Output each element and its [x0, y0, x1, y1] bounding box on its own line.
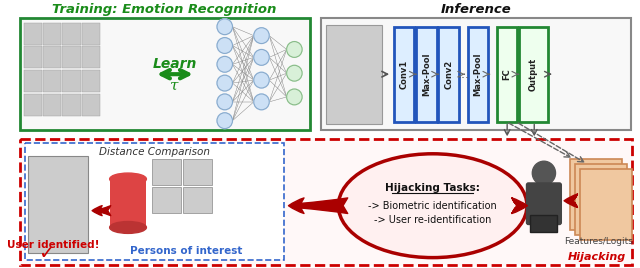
Text: Learn: Learn: [152, 57, 196, 71]
Circle shape: [253, 72, 269, 88]
Ellipse shape: [109, 173, 147, 185]
Circle shape: [532, 161, 556, 185]
Circle shape: [287, 42, 302, 57]
Bar: [82, 70, 100, 92]
Bar: [438, 27, 459, 122]
Bar: [62, 47, 81, 68]
Text: Max-Pool: Max-Pool: [422, 53, 431, 96]
Bar: [531, 215, 557, 232]
Text: Persons of interest: Persons of interest: [130, 246, 243, 256]
Bar: [62, 94, 81, 116]
Bar: [20, 139, 632, 265]
Bar: [24, 143, 284, 260]
Text: Training: Emotion Recognition: Training: Emotion Recognition: [52, 3, 276, 16]
Bar: [109, 179, 147, 228]
Ellipse shape: [109, 222, 147, 233]
Text: Conv2: Conv2: [444, 59, 453, 89]
Circle shape: [217, 19, 232, 35]
Circle shape: [217, 75, 232, 91]
Text: Max-Pool: Max-Pool: [473, 53, 482, 96]
Circle shape: [253, 94, 269, 110]
Bar: [24, 70, 42, 92]
Bar: [62, 70, 81, 92]
Bar: [326, 25, 382, 124]
Bar: [24, 47, 42, 68]
Bar: [82, 23, 100, 44]
Bar: [43, 47, 61, 68]
Circle shape: [287, 89, 302, 105]
Bar: [24, 23, 42, 44]
Bar: [575, 164, 627, 235]
Text: Conv1: Conv1: [399, 59, 409, 89]
Circle shape: [217, 56, 232, 72]
Text: FC: FC: [502, 68, 511, 80]
Bar: [519, 27, 548, 122]
Circle shape: [253, 28, 269, 43]
Bar: [497, 27, 517, 122]
Circle shape: [287, 65, 302, 81]
Bar: [183, 187, 212, 213]
Circle shape: [217, 94, 232, 110]
Bar: [82, 47, 100, 68]
Bar: [82, 94, 100, 116]
Bar: [43, 94, 61, 116]
Text: ...: ...: [457, 68, 469, 81]
Bar: [321, 18, 631, 129]
FancyBboxPatch shape: [527, 183, 561, 225]
Text: User identified!: User identified!: [7, 240, 100, 250]
Bar: [416, 27, 436, 122]
Text: Distance Comparison: Distance Comparison: [99, 147, 210, 157]
Circle shape: [253, 50, 269, 65]
Text: Output: Output: [529, 58, 538, 91]
Text: τ: τ: [170, 79, 179, 93]
Circle shape: [217, 113, 232, 129]
Text: Hijacking Tasks:: Hijacking Tasks:: [385, 183, 480, 193]
Bar: [394, 27, 414, 122]
Bar: [62, 23, 81, 44]
Circle shape: [217, 38, 232, 53]
Bar: [24, 94, 42, 116]
Bar: [28, 156, 88, 253]
Bar: [580, 169, 632, 240]
Bar: [152, 187, 181, 213]
Text: Features/Logits: Features/Logits: [564, 237, 632, 246]
Bar: [570, 159, 622, 230]
Text: Inference: Inference: [441, 3, 511, 16]
Text: Hijacking: Hijacking: [568, 252, 626, 262]
Text: -> Biometric identification: -> Biometric identification: [368, 201, 497, 211]
Text: -> User re-identification: -> User re-identification: [374, 215, 492, 225]
Bar: [43, 70, 61, 92]
Bar: [20, 18, 310, 129]
Bar: [467, 27, 488, 122]
Bar: [152, 159, 181, 185]
Bar: [183, 159, 212, 185]
Ellipse shape: [339, 154, 527, 258]
Bar: [43, 23, 61, 44]
Text: ✓: ✓: [38, 244, 54, 263]
